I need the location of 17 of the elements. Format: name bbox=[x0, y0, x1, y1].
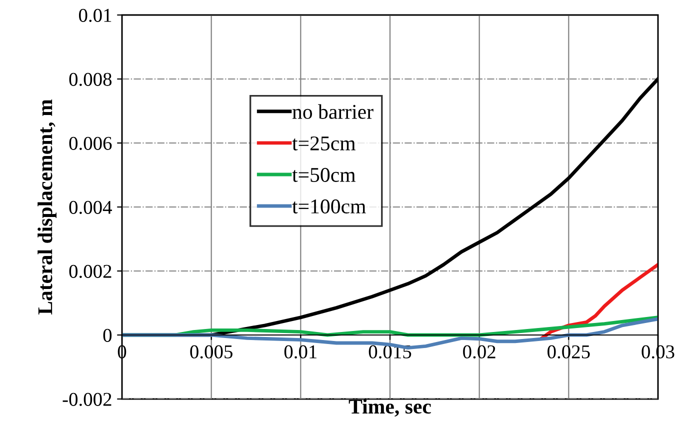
legend-label: t=50cm bbox=[292, 168, 356, 182]
y-tick-label: 0.006 bbox=[69, 136, 112, 150]
y-tick-label: 0.004 bbox=[69, 200, 112, 214]
legend-label: t=25cm bbox=[292, 136, 356, 150]
y-tick-label: -0.002 bbox=[62, 392, 112, 406]
x-tick-label: 0.025 bbox=[548, 345, 590, 358]
x-tick-label: 0.005 bbox=[190, 345, 232, 358]
x-tick-label: 0.01 bbox=[284, 345, 317, 358]
legend-label: no barrier bbox=[292, 104, 374, 119]
x-axis-title: Time, sec bbox=[348, 399, 431, 417]
legend-label: t=100cm bbox=[292, 199, 366, 214]
x-tick-label: 0.02 bbox=[463, 345, 496, 358]
y-tick-label: 0 bbox=[103, 328, 112, 342]
y-axis-title: Lateral displacement, m bbox=[38, 99, 56, 315]
y-tick-label: 0.01 bbox=[78, 8, 112, 22]
y-tick-label: 0.002 bbox=[69, 264, 112, 278]
y-tick-label: 0.008 bbox=[69, 72, 112, 86]
